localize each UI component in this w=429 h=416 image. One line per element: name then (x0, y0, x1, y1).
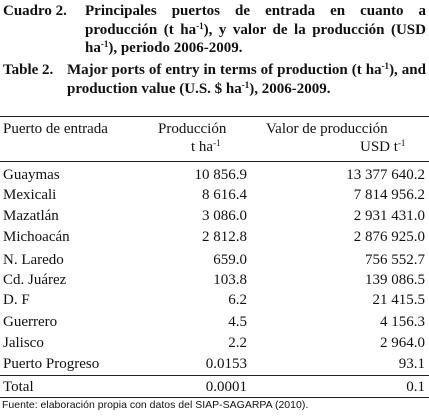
value-cell: 6.2 (228, 292, 247, 308)
value-cell: 2 876 925.0 (353, 229, 425, 245)
name-cell: Total (3, 379, 34, 395)
name-cell: N. Laredo (3, 252, 64, 268)
superscript: -1 (381, 61, 390, 71)
value-cell: 659.0 (213, 252, 247, 268)
value-cell: 21 415.5 (372, 292, 426, 308)
value-cell: 10 856.9 (194, 167, 248, 183)
caption-label: Table 2. (3, 62, 54, 78)
name-cell: Mexicali (3, 187, 57, 203)
value-cell: 0.1 (406, 379, 425, 395)
header-cell: Puerto de entrada (3, 121, 108, 137)
caption-text: Principales puertos de entrada en cuanto… (85, 2, 426, 58)
name-cell: Guaymas (3, 167, 60, 183)
header-cell: USD t-1 (360, 137, 405, 157)
value-cell: 2 931 431.0 (353, 208, 425, 224)
footnote: Fuente: elaboración propia con datos del… (2, 399, 309, 411)
value-cell: 4 156.3 (380, 314, 425, 330)
superscript: -1 (100, 39, 109, 49)
header-text: t ha (191, 139, 214, 155)
caption-part: ), 2006-2009. (249, 80, 331, 97)
value-cell: 2 964.0 (380, 335, 425, 351)
rule (0, 116, 429, 117)
value-cell: 103.8 (213, 272, 247, 288)
value-cell: 13 377 640.2 (346, 167, 425, 183)
caption-part: ), periodo 2006-2009. (108, 40, 243, 56)
header-cell: Valor de producción (266, 121, 388, 137)
rule (0, 397, 429, 398)
name-cell: D. F (3, 292, 30, 308)
header-text: USD t (360, 139, 398, 155)
caption-part: ), and production value (U.S. $ ha (67, 62, 426, 97)
name-cell: Jalisco (3, 335, 44, 351)
name-cell: Cd. Juárez (3, 272, 67, 288)
superscript: -1 (196, 20, 204, 31)
caption-part: Principales puertos de entrada en cuanto… (85, 3, 426, 38)
value-cell: 93.1 (398, 356, 425, 372)
value-cell: 139 086.5 (365, 272, 425, 288)
name-cell: Guerrero (3, 314, 58, 330)
superscript: -1 (213, 138, 221, 148)
caption-es: Cuadro 2. Principales puertos de entrada… (3, 2, 426, 58)
name-cell: Mazatlán (3, 208, 59, 224)
value-cell: 8 616.4 (202, 187, 247, 203)
value-cell: 2.2 (228, 335, 247, 351)
name-cell: Michoacán (3, 229, 70, 245)
value-cell: 0.0153 (205, 356, 247, 372)
value-cell: 3 086.0 (202, 208, 247, 224)
caption-en: Table 2. Major ports of entry in terms o… (3, 61, 426, 98)
caption-label: Cuadro 2. (3, 3, 67, 19)
value-cell: 2 812.8 (202, 229, 247, 245)
name-cell: Puerto Progreso (3, 356, 100, 372)
value-cell: 4.5 (228, 314, 247, 330)
header-cell: t ha-1 (191, 137, 221, 157)
rule (0, 161, 429, 162)
value-cell: 756 552.7 (365, 252, 425, 268)
value-cell: 7 814 956.2 (353, 187, 425, 203)
caption-text: Major ports of entry in terms of product… (67, 61, 426, 98)
header-cell: Producción (158, 121, 227, 137)
superscript: -1 (241, 79, 250, 90)
rule (0, 375, 429, 376)
caption-part: Major ports of entry in terms of product… (67, 62, 382, 78)
superscript: -1 (397, 138, 406, 148)
caption-part: ), y valor de la producción (USD ha (85, 21, 426, 57)
value-cell: 0.0001 (205, 379, 247, 395)
